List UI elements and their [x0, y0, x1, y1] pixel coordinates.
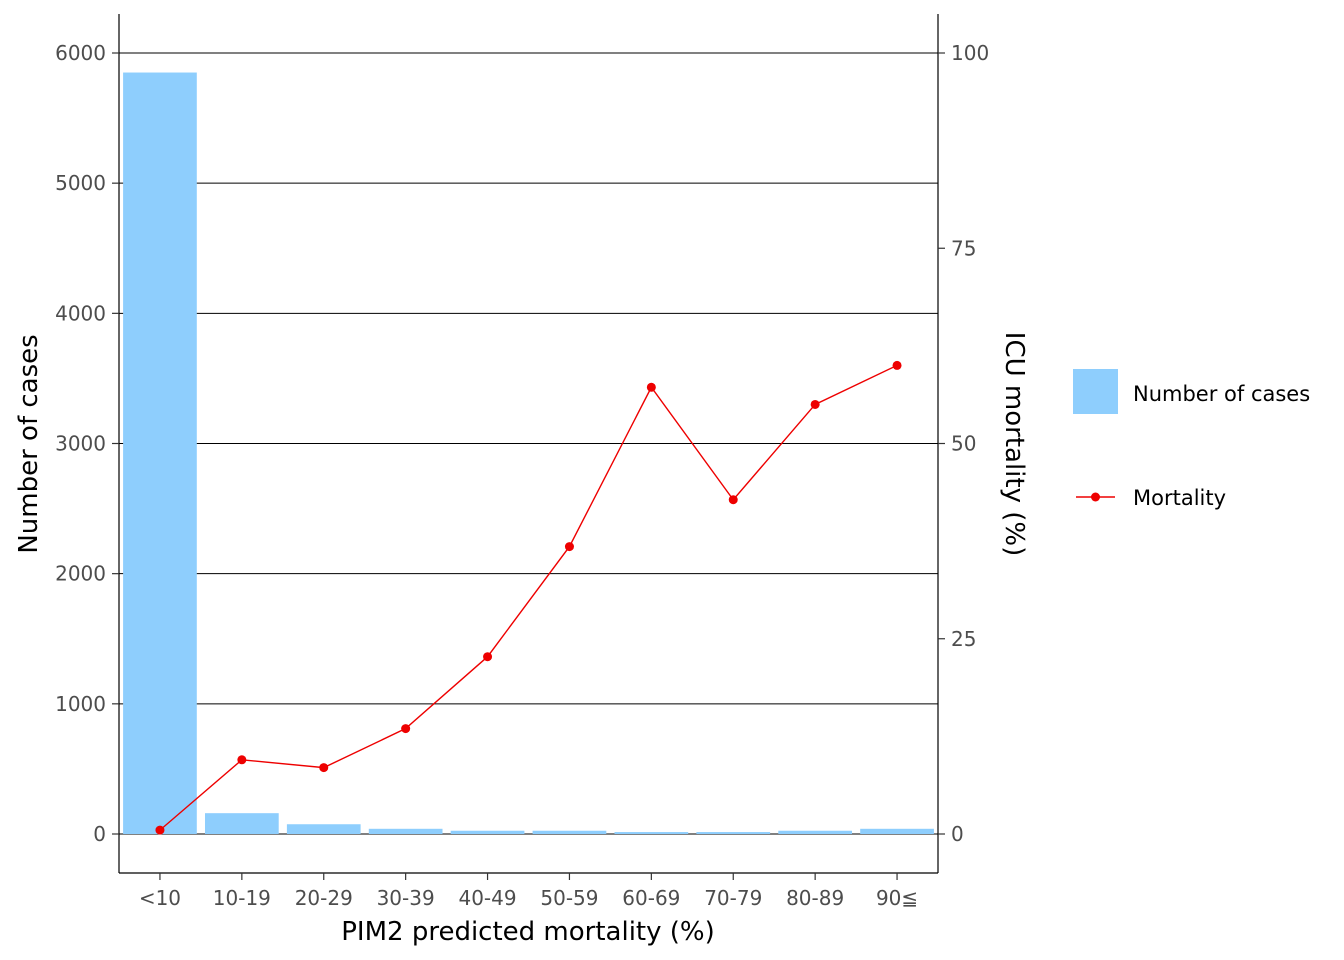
- mortality-point: [892, 360, 902, 370]
- y2-tick-label: 25: [951, 627, 976, 651]
- x-tick-label: 30-39: [377, 886, 435, 910]
- bar: [614, 832, 689, 834]
- mortality-point: [483, 652, 493, 662]
- mortality-point: [810, 399, 820, 409]
- bar: [450, 830, 525, 834]
- mortality-point: [564, 542, 574, 552]
- legend-label-number-of-cases: Number of cases: [1133, 382, 1310, 406]
- y-tick-label: 6000: [55, 41, 106, 65]
- legend-key-number-of-cases: [1073, 369, 1118, 414]
- bar: [532, 830, 607, 834]
- bar: [696, 832, 771, 834]
- x-tick-label: 10-19: [213, 886, 271, 910]
- y-tick-label: 5000: [55, 171, 106, 195]
- y-tick-label: 1000: [55, 692, 106, 716]
- mortality-point: [646, 382, 656, 392]
- y-tick-label: 3000: [55, 432, 106, 456]
- y-axis-title: Number of cases: [14, 334, 44, 553]
- x-tick-label: 20-29: [295, 886, 353, 910]
- bar: [204, 813, 279, 834]
- legend-label-mortality: Mortality: [1133, 486, 1226, 510]
- y-tick-label: 0: [93, 822, 106, 846]
- mortality-point: [401, 724, 411, 734]
- gridlines: [119, 52, 938, 835]
- x-axis-title: PIM2 predicted mortality (%): [341, 917, 715, 947]
- x-tick-label: 50-59: [540, 886, 598, 910]
- y2-tick-label: 100: [951, 41, 989, 65]
- x-tick-label: 40-49: [458, 886, 516, 910]
- bar: [860, 828, 934, 834]
- mortality-line: [159, 364, 898, 831]
- y2-axis-title: ICU mortality (%): [999, 332, 1029, 556]
- line-series-mortality: [155, 360, 902, 835]
- x-tick-label: <10: [139, 886, 181, 910]
- bar: [286, 824, 361, 834]
- bar: [368, 828, 443, 834]
- mortality-point: [155, 825, 165, 835]
- legend: Number of cases Mortality: [1073, 369, 1310, 510]
- y-tick-label: 2000: [55, 562, 106, 586]
- mortality-point: [237, 755, 247, 765]
- bar: [123, 72, 197, 834]
- mortality-point: [319, 763, 329, 773]
- legend-key-mortality-point: [1091, 492, 1100, 502]
- left-axis-ticks: 0 1000 2000 3000 4000 5000 6000: [55, 41, 119, 846]
- y2-tick-label: 50: [951, 432, 976, 456]
- bar-series-number-of-cases: [123, 72, 934, 834]
- x-tick-label: 70-79: [704, 886, 762, 910]
- y2-tick-label: 0: [951, 822, 964, 846]
- x-tick-label: 90≦: [876, 886, 918, 910]
- y2-tick-label: 75: [951, 236, 976, 260]
- x-tick-label: 60-69: [622, 886, 680, 910]
- right-axis-ticks: 0 25 50 75 100: [938, 41, 989, 846]
- mortality-point: [728, 495, 738, 505]
- x-axis-ticks: <10 10-19 20-29 30-39 40-49 50-59 60-69 70-79 80…: [139, 873, 918, 910]
- y-tick-label: 4000: [55, 301, 106, 325]
- x-tick-label: 80-89: [786, 886, 844, 910]
- bar: [778, 830, 853, 834]
